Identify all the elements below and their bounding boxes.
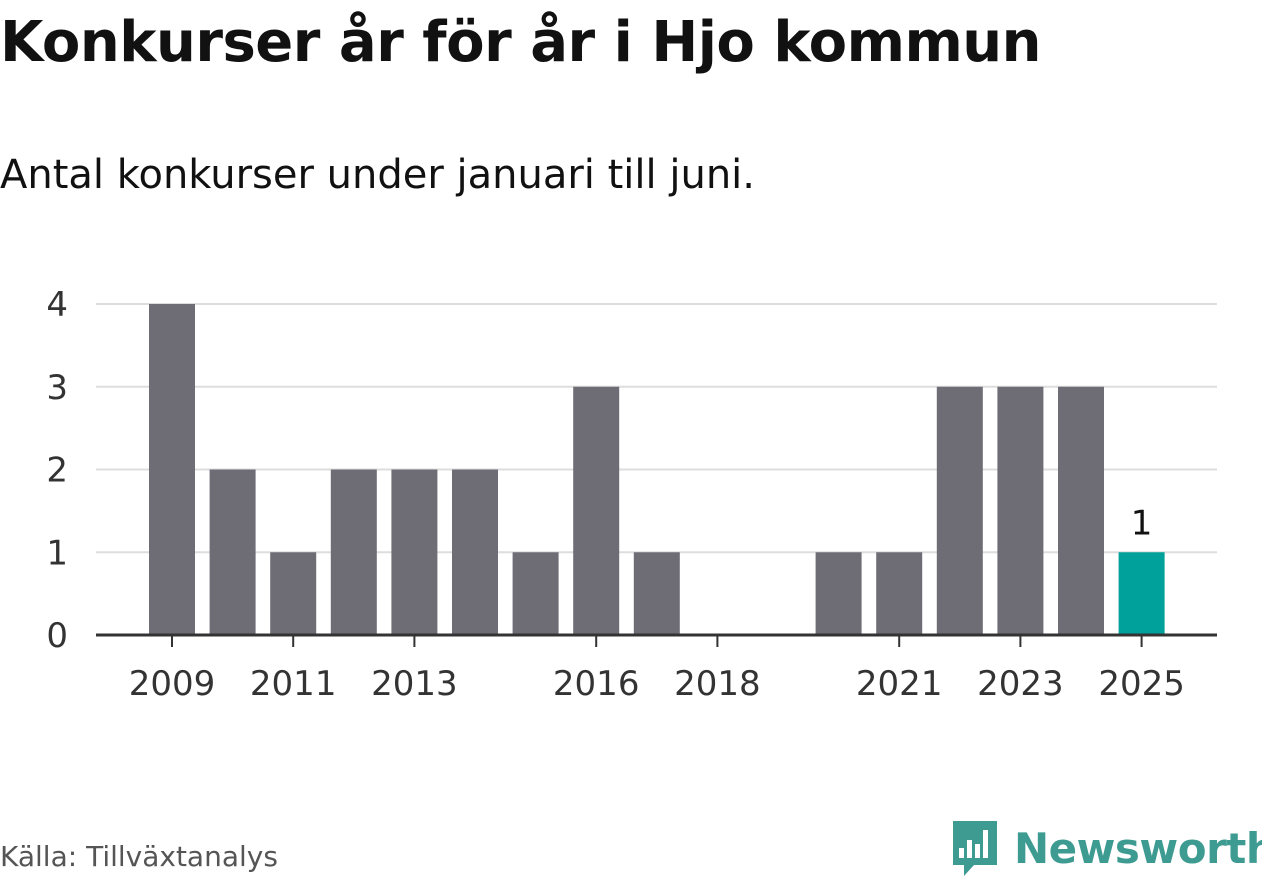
bar-2010 <box>209 469 256 635</box>
source-note: Källa: Tillväxtanalys <box>0 840 278 873</box>
bar-2016 <box>573 386 620 635</box>
bar-2015 <box>512 552 559 635</box>
x-tick-label: 2009 <box>129 664 216 704</box>
bar-chart-speech-bubble-icon <box>953 821 997 876</box>
bar-2021 <box>876 552 923 635</box>
x-tick-label: 2021 <box>856 664 943 704</box>
x-tick-label: 2013 <box>371 664 458 704</box>
data-label: 1 <box>1131 503 1153 543</box>
bar-2012 <box>330 469 377 635</box>
bar-2013 <box>391 469 438 635</box>
y-tick-label: 2 <box>46 451 68 491</box>
bar-2022 <box>936 386 983 635</box>
x-tick-label: 2016 <box>553 664 640 704</box>
x-tick-label: 2018 <box>674 664 761 704</box>
y-tick-label: 3 <box>46 368 68 408</box>
y-tick-label: 0 <box>46 616 68 656</box>
bar-2024 <box>1058 386 1104 635</box>
y-tick-label: 1 <box>46 533 68 573</box>
bar-2020 <box>815 552 862 635</box>
bar-2014 <box>452 469 498 635</box>
bar-2011 <box>270 552 317 635</box>
bar-2009 <box>149 304 195 635</box>
chart-subtitle: Antal konkurser under januari till juni. <box>0 152 755 198</box>
chart-title: Konkurser år för år i Hjo kommun <box>0 10 1042 75</box>
brand-name: Newsworthy <box>1014 823 1262 873</box>
x-tick-label: 2023 <box>977 664 1064 704</box>
brand-logo: Newsworthy <box>950 818 1262 878</box>
bar-2023 <box>997 386 1044 635</box>
bar-2017 <box>633 552 680 635</box>
bar-2025 <box>1118 552 1165 635</box>
y-tick-label: 4 <box>46 285 68 325</box>
x-tick-label: 2011 <box>250 664 337 704</box>
x-tick-label: 2025 <box>1098 664 1185 704</box>
